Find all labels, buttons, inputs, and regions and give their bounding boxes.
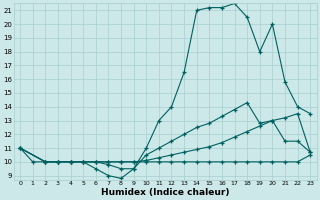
X-axis label: Humidex (Indice chaleur): Humidex (Indice chaleur): [101, 188, 229, 197]
